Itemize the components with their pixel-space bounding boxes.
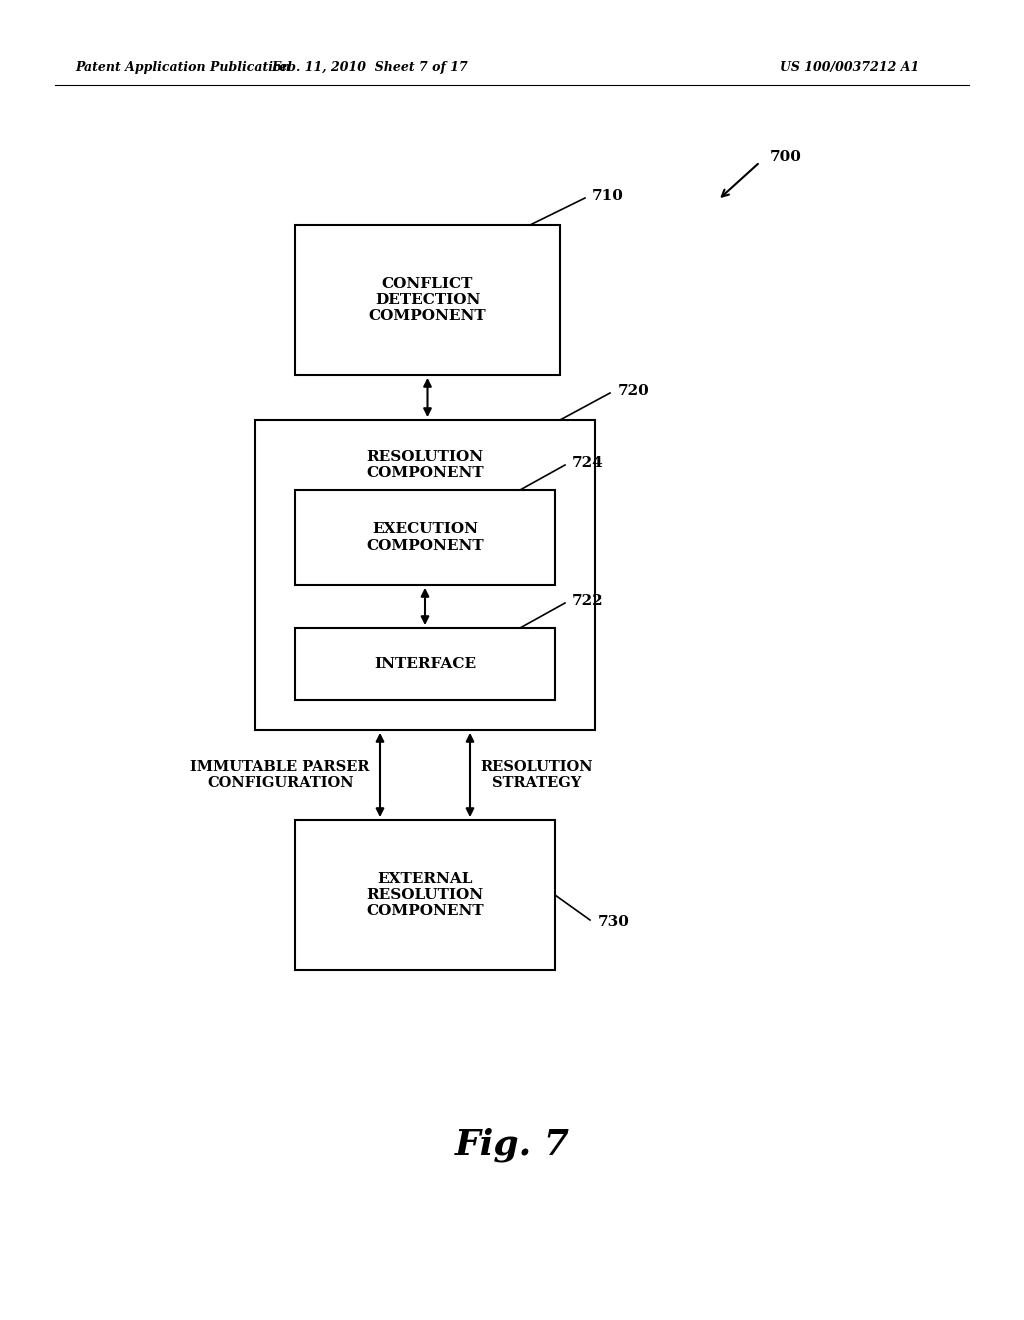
Text: US 100/0037212 A1: US 100/0037212 A1 (780, 62, 920, 74)
Text: RESOLUTION
STRATEGY: RESOLUTION STRATEGY (480, 760, 593, 791)
Text: RESOLUTION
COMPONENT: RESOLUTION COMPONENT (367, 450, 483, 480)
Bar (255, 420, 595, 730)
Text: Patent Application Publication: Patent Application Publication (75, 62, 291, 74)
Bar (295, 820, 555, 970)
Bar (295, 628, 555, 700)
Text: 722: 722 (572, 594, 603, 609)
Text: INTERFACE: INTERFACE (374, 657, 476, 671)
Text: CONFLICT
DETECTION
COMPONENT: CONFLICT DETECTION COMPONENT (369, 277, 486, 323)
Text: 710: 710 (592, 189, 624, 203)
Text: 724: 724 (572, 455, 604, 470)
Text: 700: 700 (770, 150, 802, 164)
Text: EXECUTION
COMPONENT: EXECUTION COMPONENT (367, 523, 483, 553)
Text: 730: 730 (598, 915, 630, 929)
Text: Feb. 11, 2010  Sheet 7 of 17: Feb. 11, 2010 Sheet 7 of 17 (271, 62, 468, 74)
Text: 720: 720 (618, 384, 650, 399)
Text: EXTERNAL
RESOLUTION
COMPONENT: EXTERNAL RESOLUTION COMPONENT (367, 871, 483, 919)
Text: Fig. 7: Fig. 7 (455, 1127, 569, 1162)
Bar (295, 490, 555, 585)
Bar (295, 224, 560, 375)
Text: IMMUTABLE PARSER
CONFIGURATION: IMMUTABLE PARSER CONFIGURATION (190, 760, 370, 791)
